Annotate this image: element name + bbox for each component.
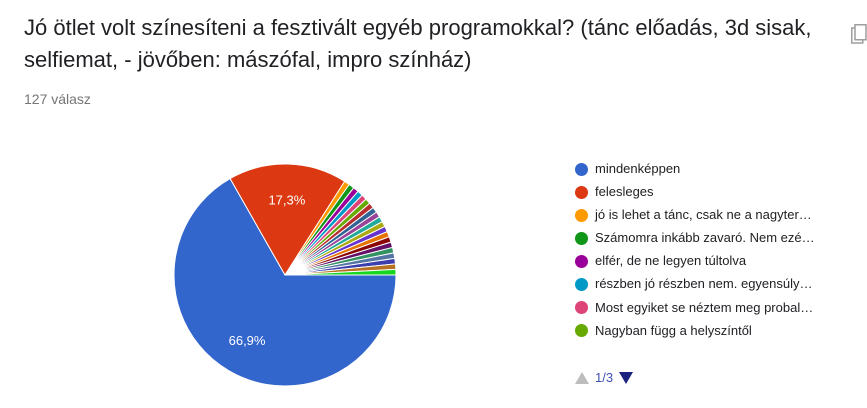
legend-label: Számomra inkább zavaró. Nem ezé… [595, 230, 815, 246]
legend-pager: 1/3 [575, 370, 634, 385]
legend-swatch [575, 231, 588, 245]
legend-label: jó is lehet a tánc, csak ne a nagyter… [595, 207, 812, 223]
legend-item: felesleges [575, 181, 815, 203]
triangle-up-icon[interactable] [575, 371, 589, 384]
pie-slice-1 [229, 163, 346, 276]
triangle-down-icon[interactable] [619, 371, 634, 384]
pie-slice-21 [284, 268, 397, 276]
question-title: Jó ötlet volt színesíteni a fesztivált e… [24, 15, 812, 72]
legend-label: Most egyiket se néztem meg probal… [595, 299, 814, 315]
legend-swatch [575, 162, 588, 176]
page-indicator: 1/3 [595, 370, 614, 385]
legend-item: jó is lehet a tánc, csak ne a nagyter… [575, 204, 815, 226]
legend-label: felesleges [595, 184, 654, 200]
response-count: 127 válasz [24, 91, 91, 107]
pie-slice-0 [173, 177, 397, 387]
legend-swatch [575, 185, 588, 199]
legend-label: Nagyban függ a helyszíntől [595, 322, 752, 338]
legend-item: mindenképpen [575, 158, 815, 180]
legend-swatch [575, 324, 588, 338]
legend-item: Most egyiket se néztem meg probal… [575, 297, 815, 319]
slice-data-label-1: 17,3% [268, 193, 305, 208]
legend-item: Számomra inkább zavaró. Nem ezé… [575, 227, 815, 249]
legend-swatch [575, 301, 588, 315]
pie-chart: 66,9% 17,3% [173, 163, 397, 387]
copy-icon[interactable] [851, 24, 867, 46]
legend-label: elfér, de ne legyen túltolva [595, 253, 747, 269]
slice-data-label-0: 66,9% [229, 333, 266, 348]
legend-item: Nagyban függ a helyszíntől [575, 320, 815, 342]
legend: mindenképpen felesleges jó is lehet a tánc… [575, 158, 815, 343]
legend-item: részben jó részben nem. egyensúly… [575, 273, 815, 295]
legend-swatch [575, 208, 588, 222]
legend-label: részben jó részben nem. egyensúly… [595, 276, 813, 292]
legend-swatch [575, 277, 588, 291]
legend-swatch [575, 254, 588, 268]
legend-item: elfér, de ne legyen túltolva [575, 250, 815, 272]
legend-label: mindenképpen [595, 161, 681, 176]
